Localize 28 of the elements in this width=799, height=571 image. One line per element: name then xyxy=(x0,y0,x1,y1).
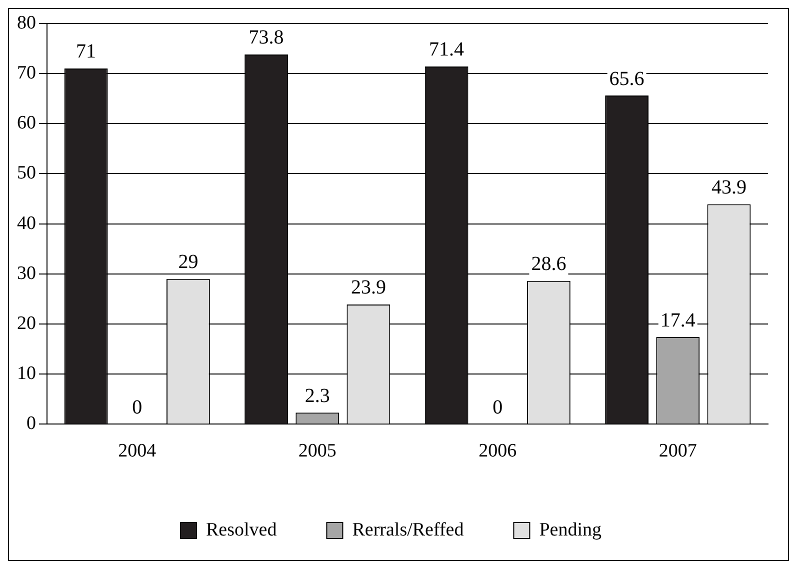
data-label: 0 xyxy=(132,396,142,418)
y-tick-label: 60 xyxy=(17,112,36,134)
data-label: 0 xyxy=(492,396,503,418)
data-label: 71 xyxy=(76,40,96,63)
x-tick-label: 2004 xyxy=(118,440,157,462)
data-label: 65.6 xyxy=(609,68,644,90)
data-label: 17.4 xyxy=(660,309,696,332)
legend-label: Resolved xyxy=(206,519,278,540)
y-tick-label: 30 xyxy=(17,262,36,284)
x-tick-label: 2005 xyxy=(298,440,336,462)
y-tick-label: 0 xyxy=(26,413,36,434)
data-label: 73.8 xyxy=(248,26,284,49)
x-tick-label: 2007 xyxy=(658,440,697,462)
y-tick-label: 50 xyxy=(17,162,36,184)
y-tick-label: 20 xyxy=(17,312,36,334)
data-label: 2.3 xyxy=(304,384,330,407)
y-tick-label: 70 xyxy=(17,62,36,84)
data-label: 29 xyxy=(178,251,198,274)
legend-label: Pending xyxy=(539,519,602,540)
y-tick-label: 10 xyxy=(17,363,36,384)
data-label: 28.6 xyxy=(531,253,566,276)
legend-label: Rerrals/Reffed xyxy=(352,519,464,540)
y-tick-label: 40 xyxy=(17,212,36,234)
data-label: 71.4 xyxy=(429,38,464,61)
x-tick-label: 2006 xyxy=(478,440,517,462)
data-label: 43.9 xyxy=(711,176,746,199)
data-label: 23.9 xyxy=(350,276,386,299)
y-tick-label: 80 xyxy=(17,12,36,34)
